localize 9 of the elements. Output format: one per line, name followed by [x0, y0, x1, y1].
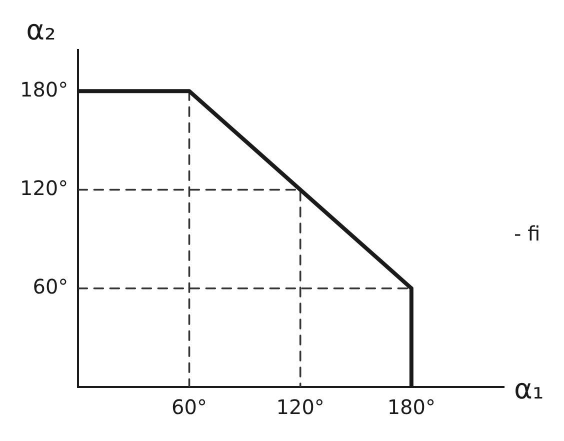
- y-axis-title: α₂: [26, 13, 56, 46]
- y-tick-label: 180°: [20, 77, 68, 102]
- x-tick-label: 180°: [387, 395, 436, 420]
- y-tick-label: 120°: [20, 176, 68, 200]
- y-tick-label: 60°: [32, 274, 68, 299]
- x-tick-label: 120°: [276, 395, 324, 420]
- x-axis-title: α₁: [514, 372, 544, 406]
- text: - fi: [514, 222, 540, 246]
- x-tick-label: 60°: [172, 395, 207, 420]
